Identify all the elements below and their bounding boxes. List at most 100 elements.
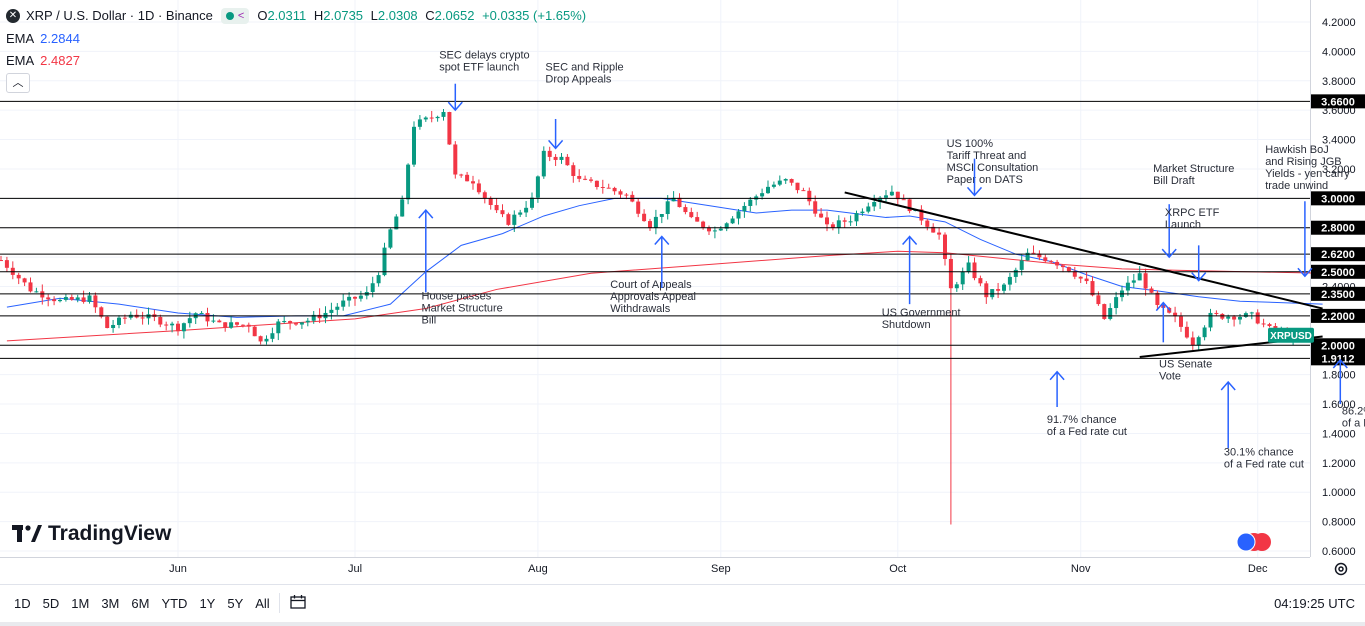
collapse-legend-button[interactable]: ︿ <box>6 73 30 93</box>
candle-down <box>240 324 245 326</box>
annotation-text: 30.1% chance of a Fed rate cut <box>1224 446 1304 470</box>
tradingview-logo-text: TradingView <box>48 522 172 545</box>
candle-down <box>1061 265 1065 268</box>
candle-down <box>494 205 499 211</box>
ema-slow-row[interactable]: EMA 2.4827 <box>6 51 590 70</box>
toolbar-divider <box>279 593 280 613</box>
range-6m[interactable]: 6M <box>131 596 150 611</box>
level-price-tag <box>1311 247 1365 262</box>
candle-up <box>117 317 121 325</box>
range-3m[interactable]: 3M <box>101 596 120 611</box>
candle-down <box>288 321 293 324</box>
level-price-label: 3.6600 <box>1321 96 1355 108</box>
range-1y[interactable]: 1Y <box>199 596 216 611</box>
candle-up <box>358 295 363 299</box>
candle-down <box>978 278 983 284</box>
candle-up <box>783 179 788 181</box>
candle-up <box>736 211 741 219</box>
annotation-arrowhead <box>1049 370 1065 381</box>
candle-up <box>305 320 310 323</box>
x-tick-label: Sep <box>711 563 731 575</box>
y-tick-label: 1.8000 <box>1322 370 1356 382</box>
candle-down <box>925 220 930 227</box>
candle-up <box>400 199 405 217</box>
candle-down <box>1031 252 1036 254</box>
market-status-pill[interactable]: < <box>220 8 250 24</box>
candle-down <box>600 186 605 188</box>
annotation-arrowhead <box>966 186 983 197</box>
candle-up <box>671 197 676 202</box>
candle-up <box>170 323 175 326</box>
candle-down <box>612 187 617 192</box>
candle-down <box>984 283 989 298</box>
calendar-icon[interactable] <box>290 595 306 609</box>
annotation-arrowhead <box>654 235 670 246</box>
candle-up <box>276 321 281 334</box>
candle-down <box>565 156 570 166</box>
candle-down <box>122 317 127 319</box>
candle-down <box>1267 324 1272 327</box>
candle-down <box>931 226 936 233</box>
candle-up <box>966 262 971 272</box>
candle-up <box>441 111 446 117</box>
symbol-title[interactable]: XRP / U.S. Dollar · 1D · Binance <box>26 8 213 23</box>
candle-down <box>1084 278 1089 282</box>
candle-down <box>1066 267 1071 272</box>
candle-down <box>1090 281 1095 296</box>
settings-gear-icon[interactable] <box>1333 561 1349 577</box>
candle-down <box>801 190 806 192</box>
range-5y[interactable]: 5Y <box>227 596 244 611</box>
candle-down <box>99 307 104 317</box>
candle-down <box>813 201 818 214</box>
candle-up <box>760 193 765 197</box>
x-tick-label: Dec <box>1248 563 1268 575</box>
candle-up <box>1108 308 1113 319</box>
plot-area <box>0 0 1310 557</box>
candle-up <box>187 318 192 324</box>
candle-down <box>996 289 1001 291</box>
level-price-label: 3.0000 <box>1321 193 1355 205</box>
candle-down <box>40 291 45 298</box>
open-value: 2.0311 <box>267 8 307 23</box>
candle-up <box>1013 269 1018 277</box>
candle-down <box>1055 261 1060 266</box>
ema-fast-row[interactable]: EMA 2.2844 <box>6 29 590 48</box>
candle-up <box>423 117 428 120</box>
candle-up <box>417 119 422 127</box>
candle-down <box>252 326 257 337</box>
annotation-text: SEC and Ripple Drop Appeals <box>545 61 623 85</box>
candle-up <box>412 126 416 165</box>
range-1d[interactable]: 1D <box>14 596 31 611</box>
candle-down <box>1037 253 1042 258</box>
range-ytd[interactable]: YTD <box>161 596 188 611</box>
candle-up <box>299 322 304 325</box>
xrp-logo-icon: ✕ <box>6 9 20 23</box>
candle-down <box>69 297 74 300</box>
annotation-arrowhead <box>1191 272 1207 282</box>
y-tick-label: 4.2000 <box>1322 17 1356 29</box>
level-price-tag <box>1311 308 1365 323</box>
current-price-tag <box>1268 327 1314 343</box>
candle-down <box>1155 292 1160 305</box>
candle-up <box>394 216 399 230</box>
candle-down <box>677 197 682 208</box>
chart-legend: ✕ XRP / U.S. Dollar · 1D · Binance < O2.… <box>6 6 590 93</box>
candle-down <box>176 323 180 332</box>
candle-up <box>347 296 352 301</box>
candle-up <box>382 247 387 276</box>
candle-up <box>63 297 68 300</box>
range-all[interactable]: All <box>255 596 270 611</box>
current-price-label: XRPUSD <box>1270 331 1312 342</box>
candle-down <box>1072 271 1077 277</box>
candle-down <box>683 207 688 213</box>
high-label: H <box>313 8 324 23</box>
utc-clock[interactable]: 04:19:25 UTC <box>1274 596 1355 611</box>
candle-up <box>854 213 859 222</box>
candle-down <box>246 324 251 327</box>
candle-up <box>1249 312 1254 314</box>
price-chart[interactable]: 4.20004.00003.80003.60003.40003.20003.00… <box>0 0 1365 584</box>
range-1m[interactable]: 1M <box>71 596 90 611</box>
range-5d[interactable]: 5D <box>42 596 60 611</box>
candle-down <box>1149 288 1154 293</box>
